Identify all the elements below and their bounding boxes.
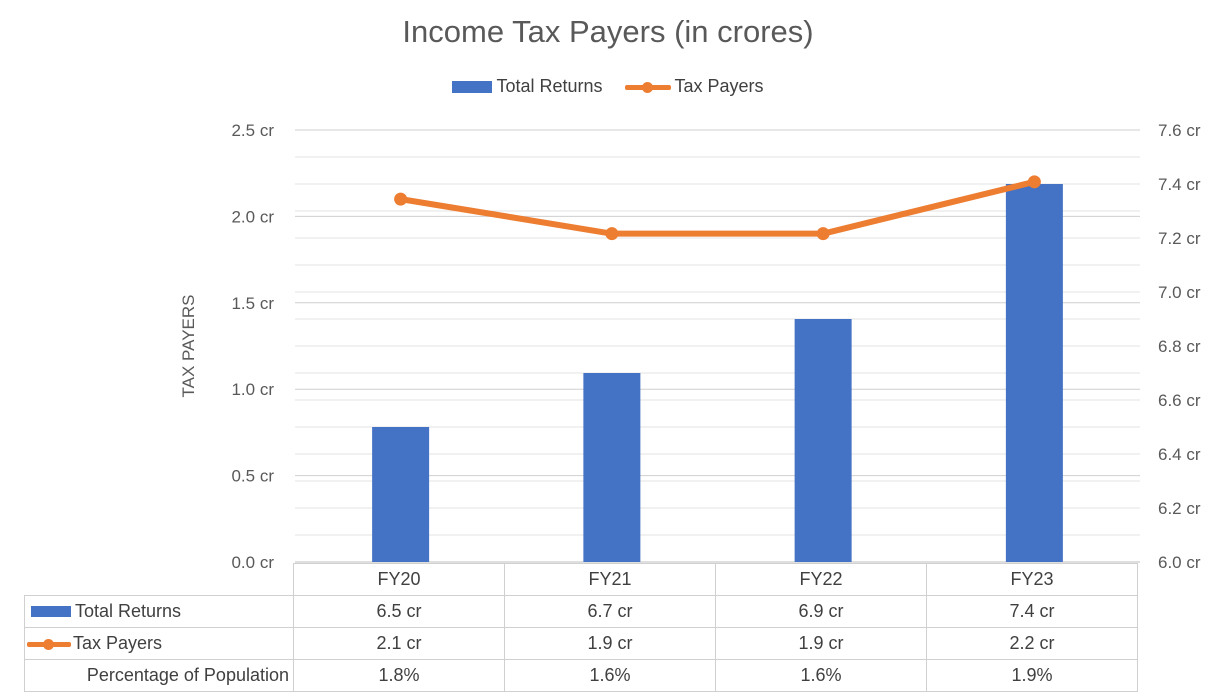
y-axis-title: TAX PAYERS [179,295,198,398]
point-tax-payers [605,227,619,241]
y-left-tick-label: 2.0 cr [231,207,274,226]
y-right-tick-label: 6.4 cr [1158,445,1201,464]
data-table-row-tax-payers: Tax Payers 2.1 cr 1.9 cr 1.9 cr 2.2 cr [24,627,1138,660]
row-header-total-returns: Total Returns [24,595,294,628]
legend-item-tax-payers: Tax Payers [624,76,764,97]
data-table-header-row: FY20 FY21 FY22 FY23 [25,563,1138,596]
chart-title: Income Tax Payers (in crores) [402,14,814,49]
table-cell: 1.8% [293,659,505,692]
legend-swatch-bar [452,80,493,93]
table-cell: 7.4 cr [926,595,1138,628]
bar-total-returns [1005,184,1063,562]
table-cell: 2.1 cr [293,627,505,660]
legend-label-total-returns: Total Returns [496,76,603,96]
data-table-corner [25,564,294,596]
row-key-line [27,638,71,650]
category-label: FY23 [926,563,1138,596]
y-right-tick-label: 6.6 cr [1158,391,1201,410]
bar-total-returns [583,373,641,562]
y-right-tick-label: 6.2 cr [1158,499,1201,518]
y-left-tick-label: 0.0 cr [231,553,274,572]
table-cell: 6.9 cr [715,595,927,628]
table-cell: 1.6% [504,659,716,692]
point-tax-payers [1027,175,1041,189]
y-right-tick-label: 7.0 cr [1158,283,1201,302]
y-left-tick-label: 2.5 cr [231,121,274,140]
data-table-row-percentage: Percentage of Population 1.8% 1.6% 1.6% … [24,659,1138,692]
y-right-tick-label: 7.4 cr [1158,175,1201,194]
table-cell: 6.7 cr [504,595,716,628]
point-tax-payers [394,192,408,206]
row-key-bar [31,606,71,617]
line-tax-payers [397,178,1038,237]
y-right-tick-label: 7.6 cr [1158,121,1201,140]
y-right-tick-label: 6.8 cr [1158,337,1201,356]
bar-total-returns [794,319,852,562]
category-label: FY21 [504,563,716,596]
row-header-tax-payers: Tax Payers [24,627,294,660]
table-cell: 2.2 cr [926,627,1138,660]
y-right-tick-label: 6.0 cr [1158,553,1201,572]
table-cell: 1.6% [715,659,927,692]
y-left-tick-label: 1.0 cr [231,380,274,399]
bar-total-returns [372,427,430,562]
y-left-tick-label: 1.5 cr [231,294,274,313]
y-left-tick-label: 0.5 cr [231,467,274,486]
legend-swatch-line [624,81,671,93]
point-tax-payers [816,227,830,241]
row-label: Tax Payers [73,633,163,653]
legend-item-total-returns: Total Returns [452,76,603,97]
y-right-tick-label: 7.2 cr [1158,229,1201,248]
table-cell: 6.5 cr [293,595,505,628]
table-cell: 1.9 cr [715,627,927,660]
category-label: FY22 [715,563,927,596]
row-header-percentage: Percentage of Population [24,659,294,692]
table-cell: 1.9 cr [504,627,716,660]
row-label: Total Returns [75,601,182,621]
legend-label-tax-payers: Tax Payers [674,76,764,96]
table-cell: 1.9% [926,659,1138,692]
category-label: FY20 [293,563,505,596]
row-label: Percentage of Population [86,665,289,685]
data-table: FY20 FY21 FY22 FY23 Total Returns 6.5 cr… [24,563,1138,692]
legend: Total Returns Tax Payers [0,76,1216,97]
data-table-row-total-returns: Total Returns 6.5 cr 6.7 cr 6.9 cr 7.4 c… [24,595,1138,628]
